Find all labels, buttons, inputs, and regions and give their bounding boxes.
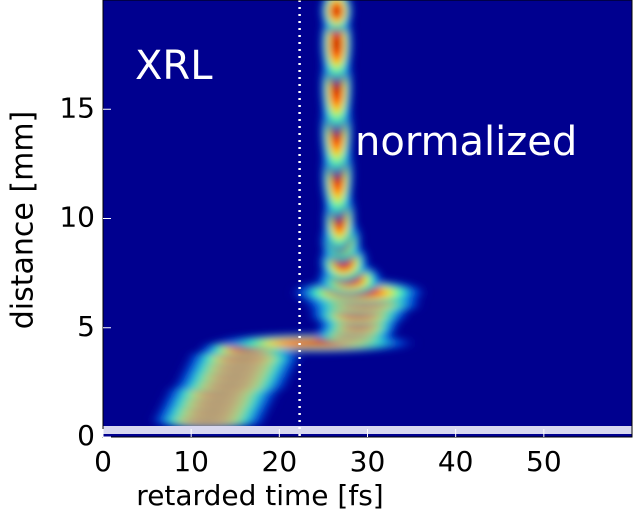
x-axis-label: retarded time [fs]: [136, 479, 383, 512]
x-tick-label: 50: [526, 445, 562, 478]
x-tick-label: 30: [350, 445, 386, 478]
y-tick-label: 10: [59, 201, 95, 234]
axes: 0 10 20 30 40 50 0 5 10 15: [59, 0, 633, 478]
ridge-blob: [319, 0, 355, 36]
y-tick-label: 0: [77, 419, 95, 452]
x-tick-label: 10: [173, 445, 209, 478]
y-tick-label: 15: [59, 91, 95, 124]
heatmap: [147, 0, 430, 431]
annotation: normalized: [355, 119, 577, 165]
y-axis-label: distance [mm]: [6, 111, 41, 330]
x-tick-label: 40: [438, 445, 474, 478]
y-tick-label: 5: [77, 310, 95, 343]
x-tick-label: 0: [94, 445, 112, 478]
x-tick-label: 20: [262, 445, 298, 478]
annotation: XRL: [135, 43, 213, 89]
